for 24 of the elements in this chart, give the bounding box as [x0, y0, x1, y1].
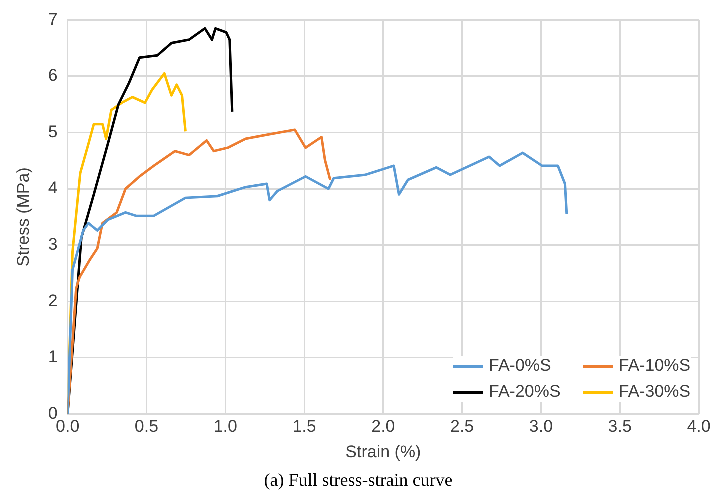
- x-tick-label: 4.0: [687, 417, 711, 436]
- y-tick-label: 5: [48, 122, 58, 142]
- x-tick-label: 1.5: [292, 417, 316, 436]
- y-tick-label: 2: [48, 291, 58, 310]
- x-tick-label: 2.5: [450, 417, 474, 436]
- legend-label: FA-0%S: [489, 356, 552, 376]
- y-tick-label: 3: [48, 235, 58, 254]
- x-tick-label: 3.5: [608, 417, 632, 436]
- legend-label: FA-20%S: [489, 382, 561, 402]
- x-tick-label: 0.0: [56, 417, 80, 436]
- y-axis-title: Stress (MPa): [14, 168, 33, 267]
- x-tick-label: 1.0: [214, 417, 238, 436]
- x-tick-label: 0.5: [134, 417, 159, 436]
- y-tick-label: 7: [48, 10, 58, 29]
- legend-label: FA-10%S: [618, 356, 691, 376]
- y-tick-label: 4: [48, 178, 58, 198]
- y-tick-label: 0: [48, 404, 58, 423]
- y-tick-label: 1: [48, 348, 58, 367]
- y-tick-label: 6: [48, 66, 58, 86]
- x-tick-label: 2.0: [372, 417, 396, 436]
- x-axis-title: Strain (%): [346, 442, 422, 462]
- x-tick-label: 3.0: [529, 417, 554, 436]
- text: (a) Full stress-strain curve: [263, 470, 454, 491]
- legend-label: FA-30%S: [618, 382, 691, 402]
